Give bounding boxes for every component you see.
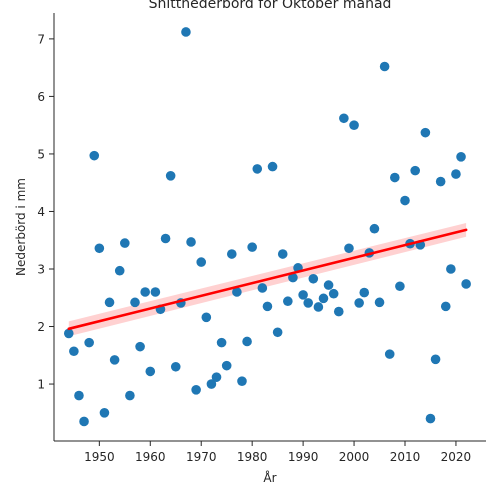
y-ticks: 1 2 3 4 5 6 7 — [37, 32, 54, 392]
data-point — [226, 249, 237, 259]
data-point — [400, 195, 410, 206]
data-point — [288, 272, 298, 283]
data-point — [125, 390, 135, 401]
data-point — [79, 416, 89, 427]
data-point — [420, 127, 431, 138]
data-point — [425, 413, 436, 424]
axes — [53, 13, 486, 442]
y-tick-label: 6 — [37, 90, 45, 104]
data-point — [446, 264, 456, 274]
data-point — [145, 366, 156, 377]
data-point — [201, 312, 212, 323]
data-point — [242, 336, 252, 347]
data-point — [354, 298, 364, 308]
y-tick-label: 5 — [37, 147, 45, 161]
data-point — [410, 165, 420, 176]
x-tick-label: 2000 — [339, 450, 370, 464]
data-point — [211, 372, 222, 382]
data-point — [374, 297, 385, 308]
data-point — [191, 385, 201, 395]
data-point — [384, 349, 395, 359]
regression-line — [67, 228, 468, 331]
data-point — [247, 242, 257, 252]
y-tick-label: 4 — [37, 205, 45, 219]
x-tick-label: 1980 — [237, 450, 268, 464]
data-point — [369, 223, 380, 234]
data-point — [277, 249, 288, 259]
data-point — [344, 243, 354, 254]
data-point — [181, 27, 191, 37]
data-point — [94, 243, 105, 254]
data-point — [272, 327, 283, 338]
data-point — [221, 360, 232, 371]
data-point — [359, 287, 370, 298]
data-point — [165, 171, 176, 181]
data-point — [69, 346, 79, 357]
data-point — [135, 341, 145, 352]
data-point — [109, 355, 120, 365]
data-point — [461, 279, 471, 289]
data-point — [328, 288, 339, 299]
chart-title: Snittnederbörd för Oktober månad — [149, 0, 392, 12]
x-tick-label: 1990 — [288, 450, 319, 464]
data-point — [186, 237, 196, 247]
data-point — [303, 298, 314, 308]
x-tick-label: 2020 — [441, 450, 472, 464]
data-point — [150, 287, 161, 297]
y-tick-label: 1 — [37, 378, 45, 392]
y-tick-label: 2 — [37, 320, 45, 334]
y-tick-label: 3 — [37, 262, 45, 276]
data-point — [333, 306, 344, 317]
data-point — [237, 376, 247, 386]
data-point — [120, 238, 130, 248]
data-point — [435, 176, 446, 187]
data-point — [339, 113, 349, 124]
data-point — [313, 302, 324, 312]
data-point — [456, 152, 466, 162]
data-point — [104, 297, 115, 308]
data-point — [216, 337, 227, 348]
data-point — [283, 296, 293, 307]
data-point — [267, 161, 278, 172]
regression-line-layer — [67, 228, 468, 331]
x-tick-label: 2010 — [390, 450, 421, 464]
data-point — [84, 337, 94, 348]
data-point — [130, 297, 140, 308]
data-point — [196, 257, 207, 267]
x-tick-label: 1950 — [84, 450, 115, 464]
data-point — [206, 379, 217, 389]
data-point — [160, 233, 171, 244]
x-tick-label: 1970 — [186, 450, 217, 464]
data-point — [140, 287, 150, 297]
y-tick-label: 7 — [37, 32, 45, 46]
data-point — [262, 301, 273, 312]
data-point — [379, 61, 390, 72]
x-ticks: 1950 1960 1970 1980 1990 2000 2010 2020 — [84, 441, 471, 464]
data-point — [63, 328, 74, 339]
data-point — [298, 290, 308, 300]
data-point — [99, 408, 110, 418]
data-point — [252, 164, 263, 174]
data-points-layer — [63, 27, 471, 427]
data-point — [451, 169, 461, 179]
data-point — [440, 301, 451, 312]
data-point — [323, 280, 334, 290]
data-point — [74, 390, 84, 401]
data-point — [390, 172, 400, 183]
data-point — [89, 150, 100, 161]
data-point — [114, 265, 125, 276]
data-point — [308, 273, 319, 284]
y-axis-label: Nederbörd i mm — [14, 178, 28, 276]
x-axis-label: År — [263, 470, 276, 485]
data-point — [349, 120, 359, 130]
data-point — [257, 283, 268, 293]
data-point — [170, 361, 181, 372]
data-point — [232, 287, 242, 297]
data-point — [395, 281, 405, 292]
data-point — [430, 354, 441, 365]
data-point — [318, 293, 329, 304]
x-tick-label: 1960 — [135, 450, 166, 464]
